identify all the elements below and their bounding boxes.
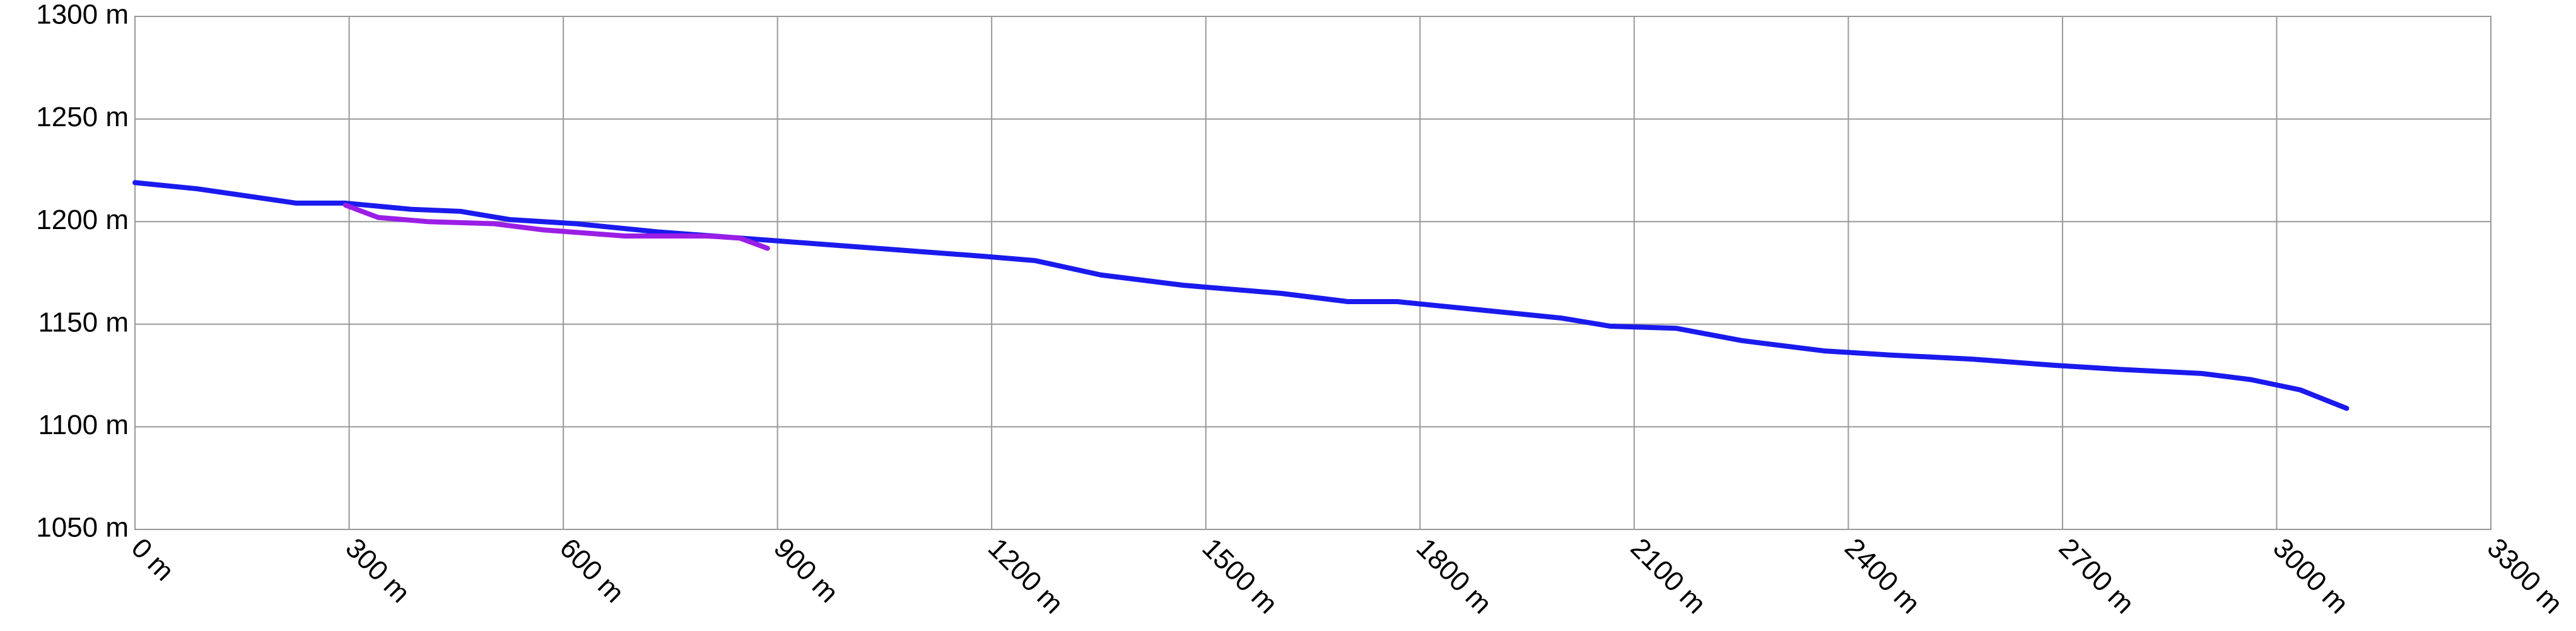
y-tick-label: 1050 m (36, 512, 129, 543)
y-tick-label: 1250 m (36, 102, 129, 133)
x-tick-label: 2700 m (2053, 533, 2140, 620)
y-tick-label: 1200 m (36, 204, 129, 235)
x-tick-label: 3000 m (2267, 533, 2354, 620)
elevation-line (132, 180, 2350, 411)
y-tick-label: 1300 m (36, 0, 129, 30)
x-tick-label: 300 m (339, 533, 416, 609)
x-tick-label: 3300 m (2481, 533, 2568, 620)
x-tick-label: 600 m (554, 533, 630, 609)
x-tick-label: 2100 m (1625, 533, 1712, 620)
plot-area (134, 16, 2491, 530)
elevation-line (342, 203, 770, 251)
x-tick-label: 1200 m (982, 533, 1069, 620)
x-tick-label: 2400 m (1839, 533, 1926, 620)
y-tick-label: 1150 m (38, 307, 129, 338)
x-tick-label: 900 m (768, 533, 844, 609)
y-tick-label: 1100 m (38, 410, 129, 440)
x-tick-label: 1500 m (1196, 533, 1283, 620)
x-tick-label: 1800 m (1410, 533, 1497, 620)
x-tick-label: 0 m (126, 533, 180, 587)
